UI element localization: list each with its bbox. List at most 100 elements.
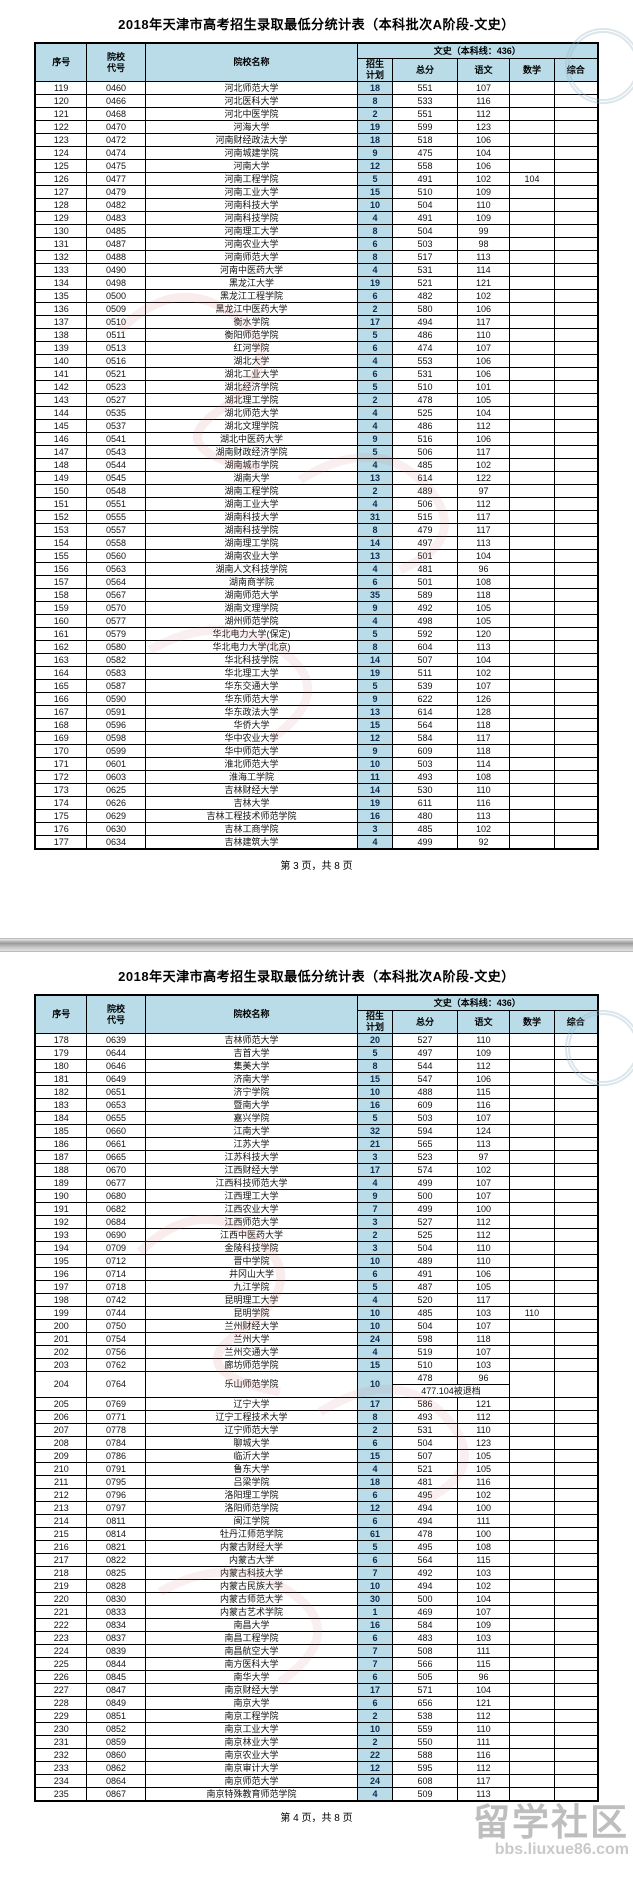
cell-total: 478 [391, 393, 458, 407]
table-row: 139 0513 红河学院 6 474 107 [34, 341, 599, 355]
cell-math [508, 1033, 555, 1047]
cell-plan: 4 [356, 1462, 393, 1476]
col-header-seq: 序号 [34, 42, 87, 82]
cell-math [508, 640, 555, 654]
cell-math [508, 1501, 555, 1515]
cell-plan: 8 [356, 640, 393, 654]
cell-comp [553, 809, 599, 823]
cell-total: 511 [391, 666, 458, 680]
cell-chinese: 112 [456, 1215, 510, 1229]
cell-math [508, 1670, 555, 1684]
cell-code: 0744 [85, 1306, 146, 1320]
cell-comp [553, 224, 599, 238]
cell-plan: 17 [356, 1163, 393, 1177]
cell-total: 509 [391, 1787, 458, 1802]
cell-plan: 5 [356, 328, 393, 342]
col-header-comp: 综合 [553, 1010, 599, 1034]
cell-math [508, 562, 555, 576]
cell-math [508, 1774, 555, 1788]
cell-code: 0474 [85, 146, 146, 160]
cell-total: 506 [391, 497, 458, 511]
cell-seq: 222 [34, 1618, 87, 1632]
cell-comp [553, 1527, 599, 1541]
cell-seq: 179 [34, 1046, 87, 1060]
cell-code: 0577 [85, 614, 146, 628]
cell-total: 604 [391, 640, 458, 654]
site-watermark-url: bbs.liuxue86.com [494, 1841, 629, 1858]
cell-code: 0460 [85, 81, 146, 95]
cell-comp [553, 1098, 599, 1112]
table-row: 132 0488 河南师范大学 8 517 113 [34, 250, 599, 264]
cell-total: 503 [391, 1111, 458, 1125]
page-footer: 第 3 页，共 8 页 [280, 861, 353, 872]
cell-total: 559 [391, 1722, 458, 1736]
cell-code: 0537 [85, 419, 146, 433]
cell-chinese: 116 [456, 1475, 510, 1489]
cell-school-name: 河南理工大学 [144, 224, 358, 238]
cell-school-name: 内蒙古大学 [144, 1553, 358, 1567]
cell-plan: 30 [356, 1592, 393, 1606]
cell-code: 0797 [85, 1501, 146, 1515]
cell-school-name: 湖南大学 [144, 471, 358, 485]
cell-code: 0567 [85, 588, 146, 602]
cell-total: 499 [391, 1176, 458, 1190]
cell-plan: 17 [356, 1397, 393, 1411]
cell-total: 574 [391, 1163, 458, 1177]
cell-math [508, 185, 555, 199]
cell-math [508, 1332, 555, 1346]
cell-chinese: 112 [456, 497, 510, 511]
cell-comp [553, 679, 599, 693]
cell-total: 510 [391, 1358, 458, 1372]
cell-code: 0756 [85, 1345, 146, 1359]
cell-math [508, 1475, 555, 1489]
cell-math [508, 1267, 555, 1281]
cell-total: 478 [391, 1527, 458, 1541]
cell-total: 584 [391, 1618, 458, 1632]
cell-comp [553, 1566, 599, 1580]
cell-seq: 137 [34, 315, 87, 329]
cell-comp [553, 1124, 599, 1138]
cell-math [508, 1189, 555, 1203]
cell-comp [553, 1397, 599, 1411]
cell-chinese: 108 [456, 1540, 510, 1554]
cell-seq: 215 [34, 1527, 87, 1541]
cell-plan: 16 [356, 1618, 393, 1632]
cell-comp [553, 237, 599, 251]
cell-seq: 164 [34, 666, 87, 680]
cell-math [508, 549, 555, 563]
cell-code: 0830 [85, 1592, 146, 1606]
cell-seq: 177 [34, 835, 87, 850]
cell-code: 0472 [85, 133, 146, 147]
cell-math [508, 250, 555, 264]
table-row: 180 0646 集美大学 8 544 112 [34, 1059, 599, 1073]
col-header-plan: 招生计划 [356, 58, 393, 82]
cell-total: 515 [391, 510, 458, 524]
cell-plan: 24 [356, 1332, 393, 1346]
cell-seq: 207 [34, 1423, 87, 1437]
page-footer: 第 4 页，共 8 页 [280, 1813, 353, 1824]
cell-school-name: 湖南财政经济学院 [144, 445, 358, 459]
cell-math [508, 302, 555, 316]
cell-total: 504 [391, 1241, 458, 1255]
table-header: 序号 院校代号 院校名称 文史（本科线：436） 招生计划 总分 语文 数学 综… [34, 994, 599, 1034]
cell-seq: 148 [34, 458, 87, 472]
cell-seq: 123 [34, 133, 87, 147]
cell-math [508, 1709, 555, 1723]
cell-plan: 20 [356, 1033, 393, 1047]
cell-total: 547 [391, 1072, 458, 1086]
cell-seq: 189 [34, 1176, 87, 1190]
cell-math [508, 458, 555, 472]
cell-school-name: 南方医科大学 [144, 1657, 358, 1671]
page-separator [0, 938, 633, 952]
cell-code: 0555 [85, 510, 146, 524]
cell-plan: 8 [356, 224, 393, 238]
cell-chinese: 122 [456, 471, 510, 485]
cell-total: 500 [391, 1592, 458, 1606]
cell-math [508, 523, 555, 537]
cell-chinese: 117 [456, 445, 510, 459]
cell-comp [553, 1540, 599, 1554]
cell-seq: 126 [34, 172, 87, 186]
table-row: 168 0596 华侨大学 15 564 118 [34, 718, 599, 732]
table-row: 152 0555 湖南科技大学 31 515 117 [34, 510, 599, 524]
cell-comp [553, 718, 599, 732]
